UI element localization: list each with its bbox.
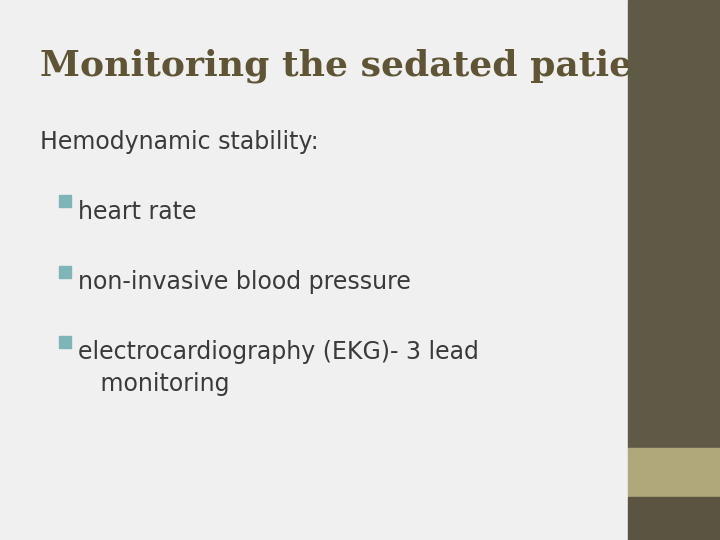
Text: non-invasive blood pressure: non-invasive blood pressure (78, 270, 410, 294)
Text: heart rate: heart rate (78, 200, 197, 224)
Bar (59, 336, 71, 348)
Bar (59, 266, 71, 278)
Text: Monitoring the sedated patient: Monitoring the sedated patient (40, 49, 675, 83)
Text: electrocardiography (EKG)- 3 lead
   monitoring: electrocardiography (EKG)- 3 lead monito… (78, 340, 479, 396)
Bar (59, 195, 71, 207)
Text: Hemodynamic stability:: Hemodynamic stability: (40, 130, 318, 153)
